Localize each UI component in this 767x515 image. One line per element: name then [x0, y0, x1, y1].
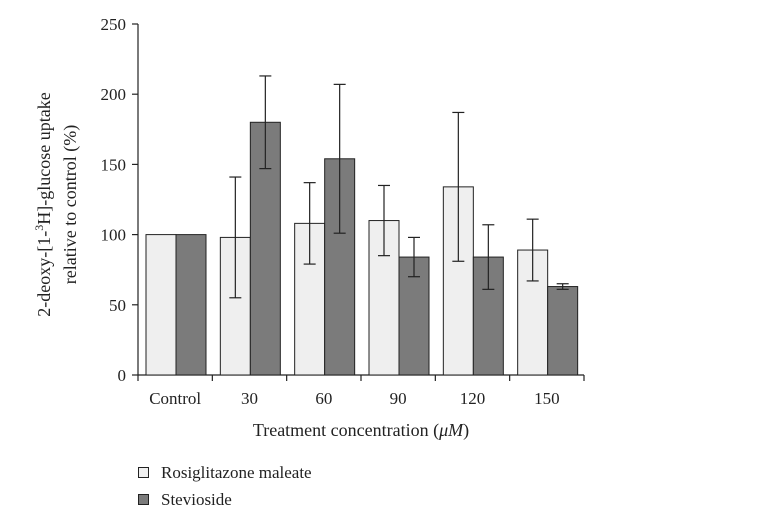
bar-stevioside — [547, 286, 579, 376]
x-axis-title: Treatment concentration (μM) — [253, 420, 469, 441]
x-tick-label: 30 — [241, 389, 258, 408]
legend: Rosiglitazone maleate Stevioside — [138, 459, 312, 513]
y-tick-label: 250 — [101, 15, 127, 34]
y-tick-label: 200 — [101, 85, 127, 104]
bars — [145, 121, 579, 376]
axes — [132, 23, 585, 381]
x-tick-label: 90 — [390, 389, 407, 408]
x-tick-label: 60 — [315, 389, 332, 408]
legend-swatch-rosiglitazone — [138, 467, 149, 478]
legend-swatch-stevioside — [138, 494, 149, 505]
axis-labels: 0 50 100 150 200 250 Control 30 60 90 120 150 Treatm… — [32, 15, 560, 441]
y-tick-label: 50 — [109, 296, 126, 315]
y-tick-label: 100 — [101, 226, 127, 245]
error-bars — [229, 75, 569, 299]
y-tick-label: 150 — [101, 155, 127, 174]
y-tick-label: 0 — [118, 366, 127, 385]
x-tick-label: 150 — [534, 389, 560, 408]
bar-rosiglitazone — [145, 234, 177, 376]
x-tick-label: Control — [149, 389, 201, 408]
chart-area: 0 50 100 150 200 250 Control 30 60 90 120 150 Treatm… — [32, 15, 585, 441]
y-axis-title-line1: 2-deoxy-[1-3H]-glucose uptake — [32, 92, 54, 316]
legend-item-rosiglitazone: Rosiglitazone maleate — [138, 459, 312, 486]
bar-stevioside — [175, 234, 207, 376]
x-tick-label: 120 — [460, 389, 486, 408]
y-axis-title-line2: relative to control (%) — [60, 125, 81, 284]
legend-item-stevioside: Stevioside — [138, 486, 312, 513]
legend-label-rosiglitazone: Rosiglitazone maleate — [161, 462, 312, 482]
legend-label-stevioside: Stevioside — [161, 489, 232, 509]
